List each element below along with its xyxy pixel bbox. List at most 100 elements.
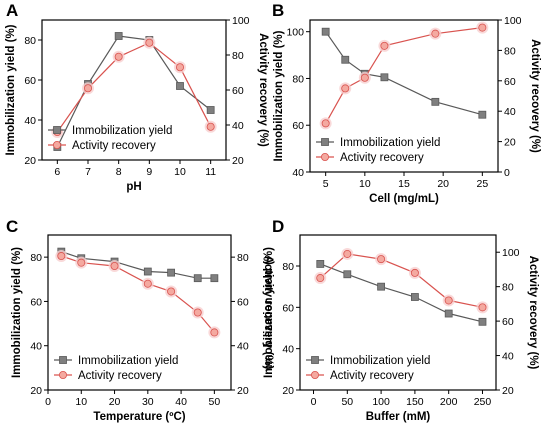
x-tick-label: 100 <box>372 396 390 408</box>
data-point-circle <box>84 84 93 93</box>
x-tick-label: 15 <box>398 178 410 190</box>
y-left-axis-title: Immobilization yield (%) <box>5 24 17 155</box>
plot-frame <box>47 234 232 391</box>
plot-frame <box>299 234 497 391</box>
y-right-tick-label: 100 <box>232 15 250 27</box>
x-tick-label: 5 <box>323 178 329 190</box>
data-point-circle <box>360 73 369 82</box>
y-left-tick-label: 20 <box>282 385 294 397</box>
y-right-tick-label: 40 <box>502 351 514 363</box>
x-tick-label: 150 <box>406 396 424 408</box>
y-right-tick-label: 100 <box>504 15 522 27</box>
x-tick-label: 250 <box>474 396 492 408</box>
data-point-square <box>114 32 123 40</box>
data-point-square <box>341 55 350 64</box>
data-point-square <box>343 270 352 279</box>
y-right-tick-label: 40 <box>237 341 249 353</box>
y-right-tick-label: 40 <box>232 120 244 132</box>
y-right-axis-title: Activity recovery (%) <box>257 33 269 147</box>
x-tick-label: 11 <box>205 166 216 178</box>
y-left-tick-label: 40 <box>24 115 36 127</box>
data-point-square <box>206 106 215 114</box>
data-point-circle <box>143 279 152 288</box>
x-tick-label: 10 <box>174 166 186 178</box>
data-point-square <box>444 309 453 318</box>
data-point-square <box>321 27 330 36</box>
y-right-axis-title: Activity recovery (%) <box>527 256 539 370</box>
x-tick-label: 30 <box>142 396 154 408</box>
y-right-tick-label: 100 <box>502 247 520 259</box>
y-right-tick-label: 20 <box>237 385 249 397</box>
data-point-circle <box>193 308 202 317</box>
data-point-circle <box>114 52 123 61</box>
y-left-tick-label: 80 <box>292 73 304 85</box>
x-tick-label: 20 <box>109 396 121 408</box>
panel-letter: D <box>272 217 284 236</box>
data-point-circle <box>431 29 440 38</box>
data-point-circle <box>316 274 325 283</box>
y-right-tick-label: 80 <box>504 45 516 57</box>
legend-marker-square <box>321 138 329 146</box>
x-tick-label: 9 <box>146 166 152 178</box>
y-left-axis-title: Immobilization yield (%) <box>273 30 285 161</box>
data-point-square <box>210 274 219 283</box>
x-tick-label: 10 <box>75 396 87 408</box>
series-line-activity-recovery <box>325 27 483 124</box>
data-point-square <box>478 317 487 326</box>
data-point-square <box>377 282 386 291</box>
data-point-circle <box>478 23 487 32</box>
data-point-square <box>176 82 184 90</box>
data-point-square <box>143 267 152 276</box>
y-right-tick-label: 20 <box>502 385 514 397</box>
y-right-tick-label: 80 <box>237 252 249 264</box>
data-point-square <box>167 268 176 277</box>
data-point-square <box>478 110 487 119</box>
y-left-tick-label: 60 <box>30 296 42 308</box>
data-point-circle <box>377 255 386 264</box>
x-tick-label: 25 <box>476 178 488 190</box>
legend-label: Immobilization yield <box>340 137 440 149</box>
y-right-axis-title: Activity recovery (%) <box>529 39 541 153</box>
x-tick-label: 0 <box>45 396 51 408</box>
series-line-activity-recovery <box>56 42 212 133</box>
x-tick-label: 50 <box>341 396 353 408</box>
x-tick-label: 7 <box>85 166 91 178</box>
y-left-tick-label: 40 <box>30 341 42 353</box>
data-point-circle <box>380 41 389 50</box>
y-left-tick-label: 60 <box>292 120 304 132</box>
panel-letter: A <box>6 1 18 20</box>
x-tick-label: 6 <box>54 166 60 178</box>
y-left-axis-title: Immobilization yield (%) <box>11 247 23 378</box>
data-point-circle <box>410 268 419 277</box>
data-point-circle <box>145 38 154 47</box>
legend-marker-square <box>311 356 319 364</box>
x-tick-label: 20 <box>437 178 449 190</box>
y-left-tick-label: 40 <box>282 344 294 356</box>
data-point-circle <box>321 119 330 128</box>
data-point-circle <box>167 287 176 296</box>
legend-label: Activity recovery <box>78 370 162 382</box>
legend-label: Immobilization yield <box>72 125 172 137</box>
x-tick-label: 8 <box>116 166 122 178</box>
y-right-tick-label: 0 <box>504 167 510 179</box>
legend-label: Activity recovery <box>330 370 414 382</box>
panel-c: C 0 10 20 30 40 50 20 40 60 80 20 40 60 80 Temperature … <box>6 217 274 423</box>
y-left-axis-title: Immobilization yield (%) <box>263 247 275 378</box>
plot-frame <box>309 19 499 173</box>
y-right-tick-label: 20 <box>232 155 244 167</box>
x-axis-title: Temperature (ºC) <box>93 411 185 423</box>
series-line-immobilization-yield <box>56 35 212 148</box>
data-point-circle <box>478 303 487 312</box>
y-left-tick-label: 80 <box>30 252 42 264</box>
plot-frame <box>41 19 227 161</box>
panel-a: A 6 7 8 9 10 11 20 40 60 80 20 40 60 80 100 pH Immobiliza… <box>5 1 269 193</box>
y-left-tick-label: 20 <box>24 155 36 167</box>
y-left-tick-label: 40 <box>292 167 304 179</box>
y-right-tick-label: 80 <box>232 50 244 62</box>
data-point-square <box>380 73 389 82</box>
legend-marker-circle <box>320 152 329 161</box>
y-right-tick-label: 60 <box>504 76 516 88</box>
data-point-circle <box>175 63 184 72</box>
data-point-circle <box>57 252 66 261</box>
